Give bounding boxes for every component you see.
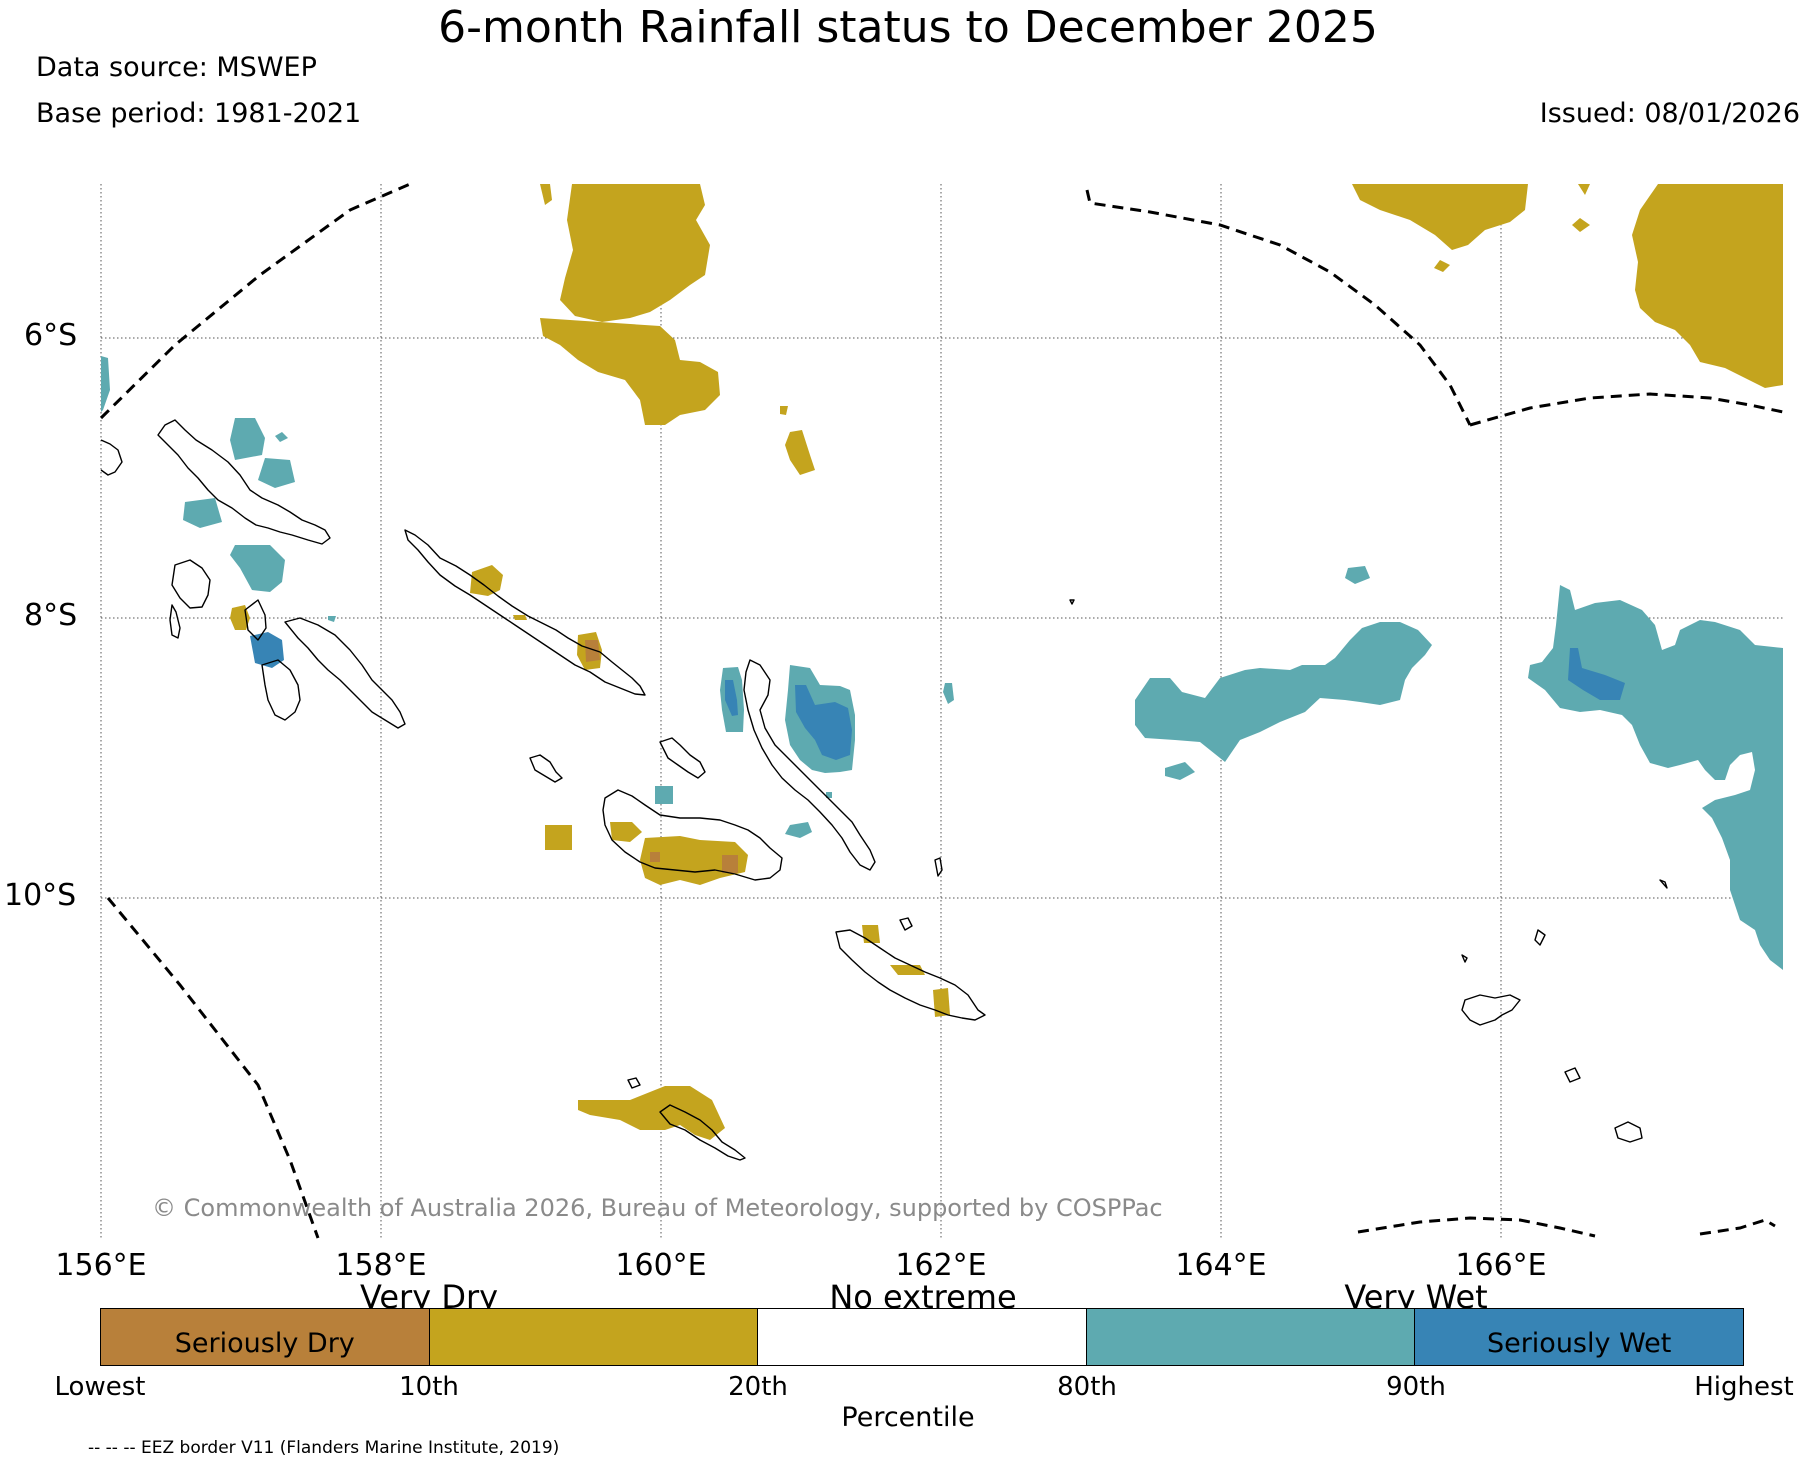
lat-label-10s: 10°S <box>4 878 77 913</box>
legend-segment-very-dry <box>429 1309 759 1365</box>
map-plot-area <box>101 184 1783 1238</box>
lon-label-162e: 162°E <box>895 1248 987 1283</box>
issued-date-label: Issued: 08/01/2026 <box>1539 98 1800 129</box>
lon-label-164e: 164°E <box>1175 1248 1267 1283</box>
lat-label-6s: 6°S <box>24 318 78 353</box>
legend-segment-label: Seriously Dry <box>174 1328 355 1359</box>
coastlines <box>100 419 1668 1161</box>
data-source-label: Data source: MSWEP <box>36 52 317 83</box>
lon-label-160e: 160°E <box>615 1248 707 1283</box>
lon-label-156e: 156°E <box>55 1248 147 1283</box>
legend-segment-no-extreme <box>758 1309 1087 1365</box>
legend-tick-80th: 80th <box>1057 1372 1117 1402</box>
legend-tick-10th: 10th <box>399 1372 459 1402</box>
page-title: 6-month Rainfall status to December 2025 <box>438 2 1378 53</box>
legend-tick-lowest: Lowest <box>54 1372 146 1402</box>
legend-tick-highest: Highest <box>1694 1372 1794 1402</box>
base-period-label: Base period: 1981-2021 <box>36 98 362 129</box>
legend-segment-label: Seriously Wet <box>1486 1328 1672 1359</box>
legend-tick-90th: 90th <box>1386 1372 1446 1402</box>
legend-axis-label: Percentile <box>841 1402 975 1433</box>
legend-colorbar: Seriously Dry Seriously Wet <box>100 1308 1744 1366</box>
legend-segment-seriously-dry: Seriously Dry <box>101 1309 430 1365</box>
eez-borders <box>99 182 1784 1239</box>
map-gridlines <box>100 184 1783 1238</box>
lon-label-158e: 158°E <box>335 1248 427 1283</box>
legend-segment-very-wet <box>1086 1309 1416 1365</box>
legend-segment-seriously-wet: Seriously Wet <box>1415 1309 1743 1365</box>
very-dry-regions <box>230 184 1783 1140</box>
lon-label-166e: 166°E <box>1455 1248 1547 1283</box>
legend-tick-20th: 20th <box>728 1372 788 1402</box>
seriously-wet-regions <box>250 632 1625 760</box>
seriously-dry-regions <box>585 640 738 873</box>
lat-label-8s: 8°S <box>24 598 78 633</box>
eez-note: -- -- -- EEZ border V11 (Flanders Marine… <box>88 1438 560 1458</box>
copyright-notice: © Commonwealth of Australia 2026, Bureau… <box>152 1194 1163 1222</box>
